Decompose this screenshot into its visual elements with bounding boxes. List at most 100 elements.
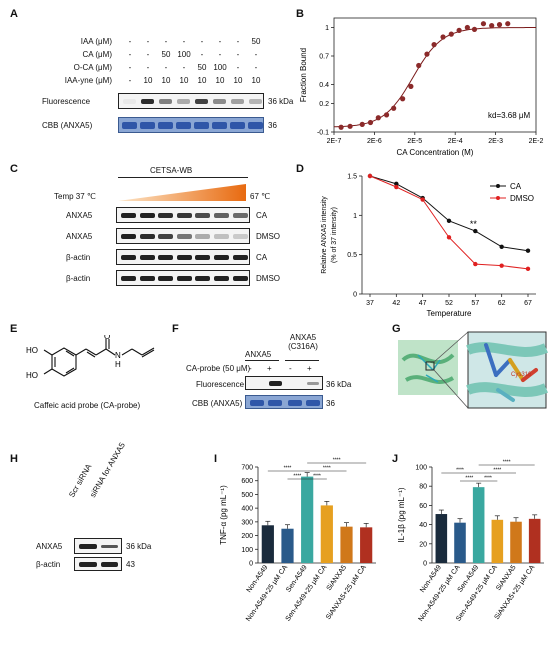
- data-point: [383, 112, 390, 118]
- condition-value: 50: [161, 50, 171, 59]
- y-tick-label: 1.5: [347, 174, 357, 181]
- condition-value: 100: [213, 63, 227, 72]
- y-axis-label: IL-1β (pg mL⁻¹): [397, 487, 406, 542]
- series-point: [446, 235, 452, 240]
- fluorescence-band: [213, 99, 226, 104]
- fluorescence-band: [159, 99, 172, 104]
- fluorescence-band: [177, 99, 190, 104]
- series-point: [394, 184, 399, 190]
- x-tick-label: 2E-5: [407, 138, 422, 145]
- fluorescence-band: [249, 99, 262, 104]
- bar: [528, 518, 541, 563]
- cbb-band: [158, 122, 173, 129]
- x-axis-label: CA Concentration (M): [397, 148, 474, 157]
- ca-probe-label: CA-probe (50 μM): [186, 364, 251, 373]
- cetsa-band: [139, 234, 155, 239]
- cetsa-band: [139, 276, 155, 281]
- series-point: [367, 173, 373, 179]
- cetsa-band: [232, 276, 248, 281]
- x-tick-label: 42: [392, 300, 400, 307]
- bar: [472, 487, 485, 563]
- data-point: [489, 23, 495, 29]
- condition-row-label: O-CA (μM): [73, 63, 112, 72]
- condition-value: -: [128, 37, 132, 46]
- cbb-band: [122, 122, 137, 129]
- cetsa-band: [232, 213, 248, 218]
- panel-label-b: B: [296, 8, 304, 20]
- panel-label-j: J: [392, 453, 399, 465]
- cetsa-band: [158, 234, 174, 239]
- y-tick-label: 600: [241, 478, 253, 485]
- series-point: [499, 244, 504, 249]
- cetsa-row-condition: CA: [256, 253, 268, 262]
- ca-probe-caption: Caffeic acid probe (CA-probe): [34, 401, 141, 410]
- cetsa-row-condition: DMSO: [256, 274, 280, 283]
- series-point: [473, 261, 478, 267]
- series-point: [525, 266, 531, 272]
- carbonyl-o-text: O: [104, 335, 110, 341]
- cbb-mw: 36: [268, 121, 277, 130]
- bar: [454, 522, 466, 563]
- condition-value: -: [128, 63, 132, 72]
- panel-label-e: E: [10, 323, 18, 335]
- significance-marker: **: [470, 219, 478, 229]
- condition-value: -: [236, 63, 240, 72]
- cbb-band: [212, 122, 227, 129]
- cetsa-band: [158, 255, 174, 260]
- data-point: [359, 121, 365, 127]
- condition-value: 10: [161, 76, 171, 85]
- y-tick-label: 300: [241, 519, 253, 526]
- cbb-band: [176, 122, 191, 129]
- y-tick-label: 1: [325, 25, 329, 32]
- plot-frame: [333, 17, 537, 133]
- condition-value: -: [164, 37, 168, 46]
- cetsa-title-line: [118, 177, 248, 178]
- x-tick-label: 2E-7: [327, 138, 342, 145]
- data-point: [400, 96, 406, 102]
- significance-marker: ****: [293, 474, 301, 480]
- series-point: [394, 181, 399, 187]
- fluorescence-band: [141, 99, 154, 104]
- data-point: [391, 105, 397, 111]
- series-point: [499, 263, 504, 268]
- cetsa-band: [176, 234, 192, 239]
- fluorescence-blot: [118, 93, 264, 109]
- probe-sign: -: [289, 364, 292, 373]
- condition-row-label: IAA-yne (μM): [64, 76, 112, 85]
- cys316-label: Cys316: [511, 372, 532, 378]
- bar: [320, 505, 333, 563]
- data-point: [471, 26, 478, 32]
- cetsa-band: [214, 213, 229, 218]
- series-point: [525, 248, 531, 253]
- bar: [261, 525, 274, 563]
- cetsa-band: [176, 213, 192, 218]
- x-tick-label: 52: [445, 300, 453, 307]
- panel-label-f: F: [172, 323, 179, 335]
- condition-value: 10: [179, 76, 189, 85]
- x-tick-label: 62: [498, 300, 506, 307]
- f-fluorescence-label: Fluorescence: [196, 380, 245, 389]
- legend-entry: CA: [510, 182, 522, 191]
- condition-value: -: [236, 50, 240, 59]
- x-tick-label: 2E-6: [367, 138, 382, 145]
- data-point: [456, 27, 462, 33]
- data-point: [496, 22, 503, 28]
- cetsa-band: [176, 276, 192, 281]
- cetsa-band: [176, 255, 192, 260]
- cetsa-band: [232, 234, 248, 239]
- bar: [281, 528, 294, 563]
- condition-value: -: [218, 50, 222, 59]
- y-tick-label: 40: [419, 522, 427, 529]
- data-point: [367, 119, 374, 126]
- data-point: [448, 31, 454, 37]
- ca-probe-structure: HO HO O N H: [26, 335, 155, 380]
- x-tick-label: 2E-2: [529, 138, 544, 145]
- condition-value: -: [182, 37, 186, 46]
- condition-value: 50: [251, 37, 261, 46]
- cetsa-title: CETSA-WB: [150, 166, 193, 175]
- probe-sign: +: [267, 364, 272, 373]
- panel-label-i: I: [214, 453, 218, 465]
- significance-marker: ****: [465, 476, 473, 482]
- condition-value: -: [128, 50, 132, 59]
